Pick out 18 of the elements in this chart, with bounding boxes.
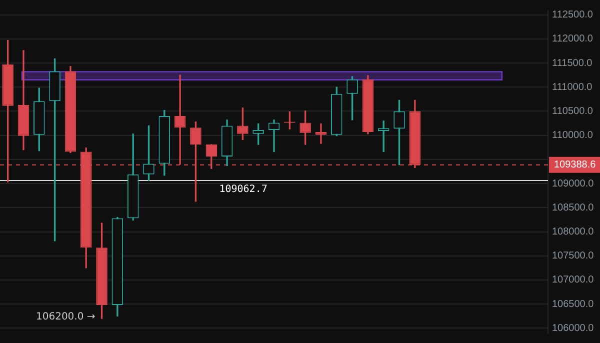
ref-line-label: 109062.7: [219, 184, 268, 196]
y-tick-label: 110000.0: [552, 130, 594, 142]
y-tick-label: 106500.0: [552, 298, 594, 310]
y-tick-label: 108500.0: [552, 202, 594, 214]
y-tick-label: 107500.0: [552, 250, 594, 262]
y-tick-label: 106000.0: [552, 322, 594, 334]
y-tick-label: 112000.0: [552, 34, 594, 45]
y-tick-label: 111500.0: [552, 58, 593, 69]
ref-line-label: 109388.6: [554, 160, 596, 171]
y-tick-label: 112500.0: [552, 10, 594, 21]
candlestick: [268, 120, 280, 152]
y-tick-label: 110500.0: [552, 106, 594, 117]
y-tick-label: 109000.0: [552, 178, 594, 190]
candlestick: [315, 123, 327, 144]
annotation: 106200.0 →: [36, 312, 96, 323]
y-tick-label: 108000.0: [552, 226, 594, 238]
y-tick-label: 107000.0: [552, 274, 594, 286]
y-tick-label: 111000.0: [552, 82, 593, 93]
